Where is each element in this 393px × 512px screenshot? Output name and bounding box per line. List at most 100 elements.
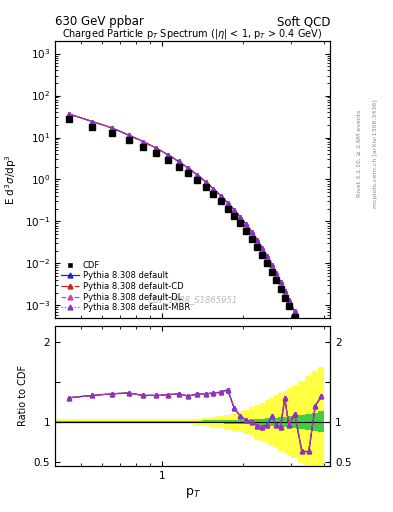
Pythia 8.308 default xyxy=(141,139,145,145)
Pythia 8.308 default xyxy=(260,245,264,251)
Pythia 8.308 default-CD xyxy=(126,132,131,138)
Pythia 8.308 default-DL xyxy=(225,200,230,206)
Pythia 8.308 default-CD xyxy=(269,262,274,268)
Pythia 8.308 default xyxy=(319,378,324,385)
CDF xyxy=(126,137,131,143)
Pythia 8.308 default-MBR xyxy=(255,237,259,243)
Pythia 8.308 default-CD xyxy=(176,158,181,164)
Pythia 8.308 default xyxy=(269,262,274,268)
Pythia 8.308 default-CD xyxy=(307,337,311,343)
Pythia 8.308 default xyxy=(219,193,223,199)
CDF xyxy=(203,184,208,190)
Pythia 8.308 default-CD xyxy=(278,279,283,285)
Pythia 8.308 default-CD xyxy=(238,214,243,220)
Pythia 8.308 default-DL xyxy=(66,111,71,117)
Pythia 8.308 default-MBR xyxy=(66,111,71,117)
Pythia 8.308 default-CD xyxy=(313,355,318,361)
Pythia 8.308 default-DL xyxy=(307,337,311,343)
Pythia 8.308 default-DL xyxy=(274,270,279,276)
Pythia 8.308 default-CD xyxy=(274,270,279,276)
CDF xyxy=(211,191,216,198)
Pythia 8.308 default-DL xyxy=(255,237,259,243)
CDF xyxy=(286,303,291,309)
Pythia 8.308 default-DL xyxy=(232,207,237,213)
Pythia 8.308 default-CD xyxy=(319,378,324,385)
Pythia 8.308 default xyxy=(292,308,297,314)
Pythia 8.308 default xyxy=(176,158,181,164)
Pythia 8.308 default xyxy=(255,237,259,243)
Pythia 8.308 default-MBR xyxy=(203,179,208,185)
CDF xyxy=(186,170,191,177)
Pythia 8.308 default-MBR xyxy=(126,132,131,138)
CDF xyxy=(260,252,264,258)
Pythia 8.308 default-MBR xyxy=(232,207,237,213)
CDF xyxy=(165,157,170,163)
Y-axis label: Ratio to CDF: Ratio to CDF xyxy=(18,365,28,426)
Pythia 8.308 default-MBR xyxy=(90,118,95,124)
Pythia 8.308 default-CD xyxy=(186,165,191,172)
Pythia 8.308 default-DL xyxy=(165,152,170,158)
Pythia 8.308 default-DL xyxy=(250,229,254,235)
Text: CDF_1988_S1865951: CDF_1988_S1865951 xyxy=(147,295,238,304)
Pythia 8.308 default-DL xyxy=(319,378,324,385)
Pythia 8.308 default-MBR xyxy=(186,165,191,172)
Pythia 8.308 default-DL xyxy=(260,245,264,251)
Pythia 8.308 default-DL xyxy=(186,165,191,172)
Pythia 8.308 default-CD xyxy=(286,296,291,303)
Pythia 8.308 default xyxy=(232,207,237,213)
Pythia 8.308 default xyxy=(186,165,191,172)
CDF xyxy=(265,260,270,266)
CDF xyxy=(176,164,181,170)
Pythia 8.308 default-CD xyxy=(225,200,230,206)
Pythia 8.308 default-MBR xyxy=(299,322,304,328)
Pythia 8.308 default-MBR xyxy=(219,193,223,199)
Pythia 8.308 default-MBR xyxy=(260,245,264,251)
CDF xyxy=(274,277,279,283)
Pythia 8.308 default-CD xyxy=(219,193,223,199)
Text: 630 GeV ppbar: 630 GeV ppbar xyxy=(55,15,144,28)
Pythia 8.308 default xyxy=(90,118,95,124)
Pythia 8.308 default-DL xyxy=(292,308,297,314)
Pythia 8.308 default-MBR xyxy=(238,214,243,220)
Line: Pythia 8.308 default-CD: Pythia 8.308 default-CD xyxy=(67,112,323,384)
Pythia 8.308 default-MBR xyxy=(269,262,274,268)
CDF xyxy=(232,213,237,219)
CDF xyxy=(110,131,114,137)
Pythia 8.308 default xyxy=(265,253,270,260)
Pythia 8.308 default-CD xyxy=(292,308,297,314)
Pythia 8.308 default-DL xyxy=(126,132,131,138)
CDF xyxy=(219,198,223,204)
CDF xyxy=(278,286,283,292)
Pythia 8.308 default-CD xyxy=(232,207,237,213)
Pythia 8.308 default-CD xyxy=(165,152,170,158)
Pythia 8.308 default-DL xyxy=(211,186,216,192)
Pythia 8.308 default-MBR xyxy=(292,308,297,314)
CDF xyxy=(255,244,259,250)
Pythia 8.308 default-MBR xyxy=(154,145,159,151)
Pythia 8.308 default-MBR xyxy=(141,139,145,145)
Pythia 8.308 default-CD xyxy=(203,179,208,185)
Pythia 8.308 default-DL xyxy=(244,221,248,227)
Pythia 8.308 default-CD xyxy=(299,322,304,328)
Line: Pythia 8.308 default: Pythia 8.308 default xyxy=(67,112,323,384)
CDF xyxy=(307,343,311,349)
Pythia 8.308 default xyxy=(250,229,254,235)
Pythia 8.308 default-MBR xyxy=(313,355,318,361)
Pythia 8.308 default-MBR xyxy=(274,270,279,276)
Line: CDF: CDF xyxy=(66,116,325,390)
Text: Soft QCD: Soft QCD xyxy=(277,15,330,28)
Pythia 8.308 default xyxy=(299,322,304,328)
Pythia 8.308 default-DL xyxy=(141,139,145,145)
Pythia 8.308 default-DL xyxy=(265,253,270,260)
Pythia 8.308 default xyxy=(126,132,131,138)
Pythia 8.308 default-MBR xyxy=(250,229,254,235)
Pythia 8.308 default-CD xyxy=(250,229,254,235)
CDF xyxy=(66,116,71,122)
Pythia 8.308 default-CD xyxy=(154,145,159,151)
Line: Pythia 8.308 default-MBR: Pythia 8.308 default-MBR xyxy=(67,112,323,384)
Pythia 8.308 default-MBR xyxy=(110,125,114,131)
Pythia 8.308 default xyxy=(286,296,291,303)
Y-axis label: E d$^3\sigma$/dp$^3$: E d$^3\sigma$/dp$^3$ xyxy=(4,154,19,205)
CDF xyxy=(90,124,95,130)
Pythia 8.308 default-MBR xyxy=(265,253,270,260)
